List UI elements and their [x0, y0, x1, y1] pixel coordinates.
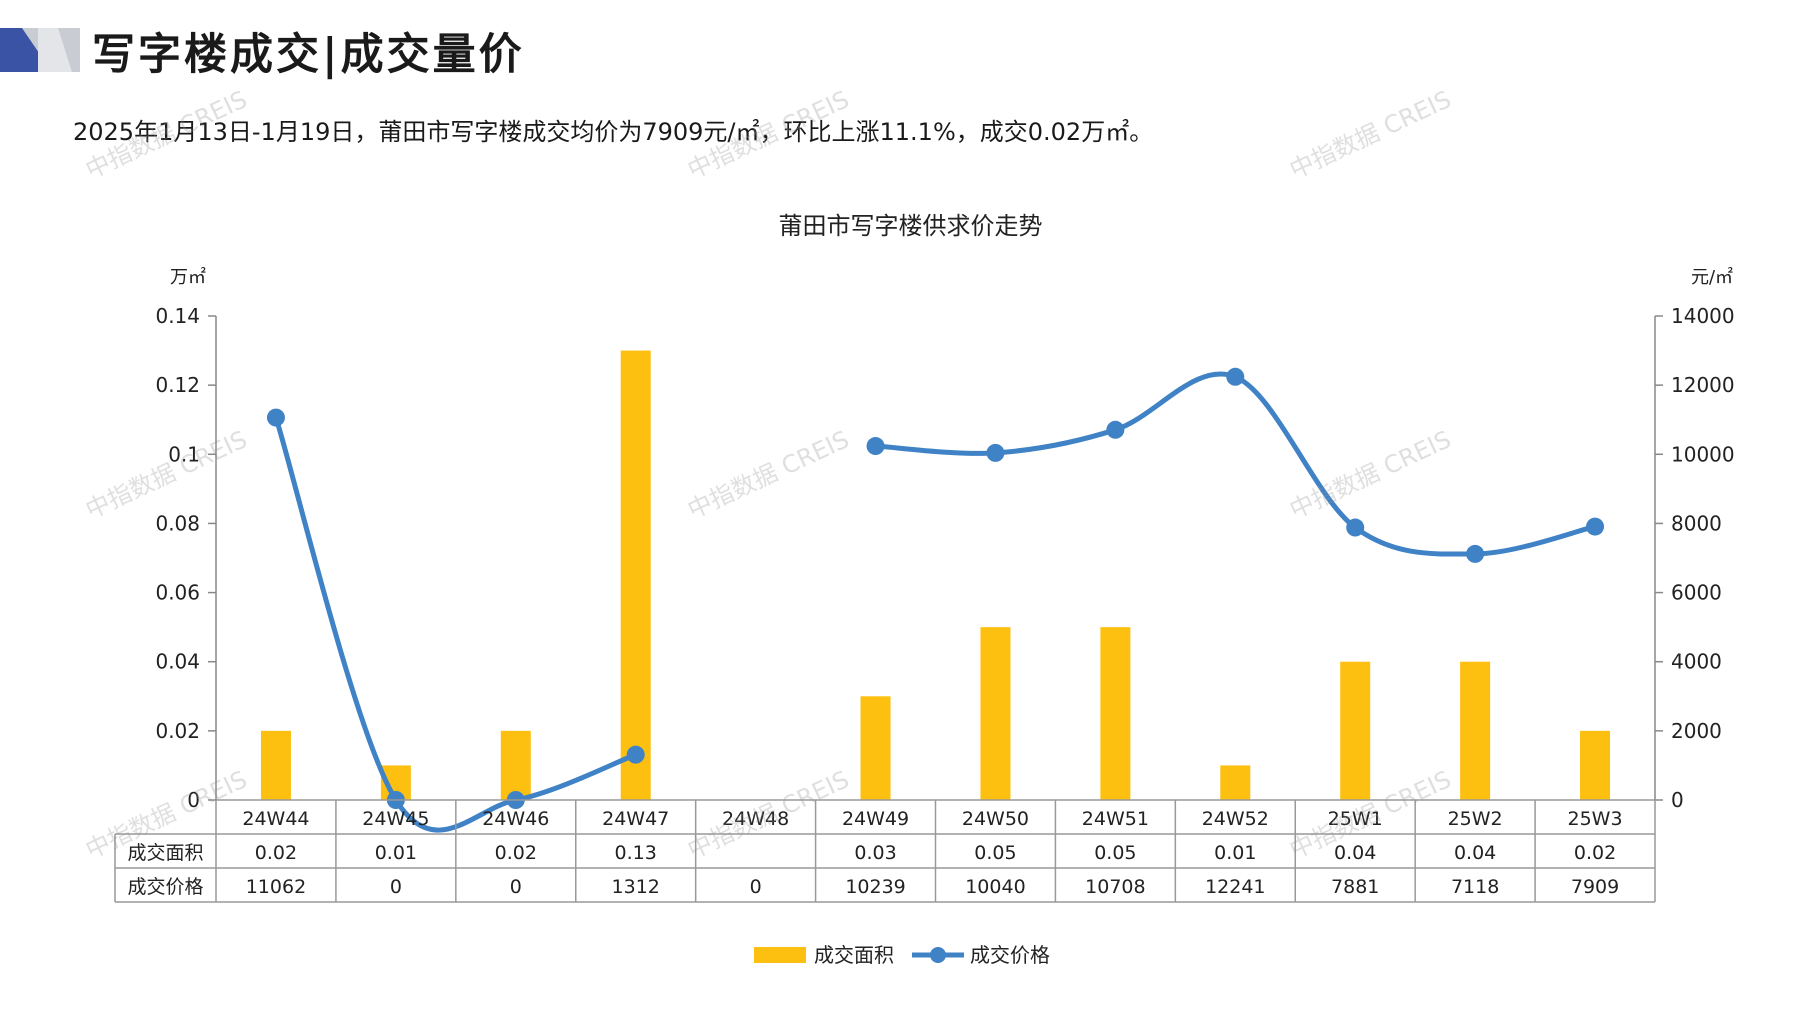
- price-value: 7881: [1331, 876, 1379, 898]
- area-value: 0.02: [255, 842, 297, 864]
- bar: [1220, 765, 1251, 800]
- bar: [1100, 627, 1131, 800]
- category-label: 24W50: [962, 808, 1029, 830]
- right-tick-label: 4000: [1671, 650, 1722, 674]
- price-point: [1346, 518, 1365, 537]
- right-tick-label: 10000: [1671, 442, 1735, 466]
- left-tick-label: 0.08: [155, 511, 200, 535]
- bar: [1580, 730, 1611, 800]
- corner-logo: [0, 28, 80, 72]
- left-tick-label: 0.1: [168, 442, 200, 466]
- category-label: 24W45: [362, 808, 429, 830]
- category-label: 25W1: [1328, 808, 1383, 830]
- price-value: 11062: [246, 876, 306, 898]
- price-value: 10708: [1085, 876, 1145, 898]
- bar: [500, 730, 531, 800]
- bar: [1340, 661, 1371, 800]
- category-label: 24W48: [722, 808, 789, 830]
- price-value: 7118: [1451, 876, 1499, 898]
- area-value: 0.04: [1334, 842, 1376, 864]
- area-value: 0.05: [1094, 842, 1136, 864]
- bar: [620, 350, 651, 800]
- area-value: 0.01: [1214, 842, 1256, 864]
- category-label: 25W3: [1568, 808, 1623, 830]
- price-point: [1586, 517, 1605, 536]
- price-value: 10239: [845, 876, 905, 898]
- price-point: [1466, 544, 1485, 563]
- category-label: 24W44: [242, 808, 309, 830]
- bar: [980, 627, 1011, 800]
- price-value: 7909: [1571, 876, 1619, 898]
- legend-swatch-area: [754, 947, 806, 963]
- area-value: 0.03: [854, 842, 896, 864]
- left-tick-label: 0.06: [155, 581, 200, 605]
- right-tick-label: 14000: [1671, 304, 1735, 328]
- right-tick-label: 6000: [1671, 581, 1722, 605]
- bar: [860, 696, 891, 800]
- row-header-area: 成交面积: [127, 842, 203, 864]
- summary-text: 2025年1月13日-1月19日，莆田市写字楼成交均价为7909元/㎡，环比上涨…: [73, 118, 1154, 146]
- category-label: 25W2: [1448, 808, 1503, 830]
- category-label: 24W47: [602, 808, 669, 830]
- area-value: 0.01: [375, 842, 417, 864]
- price-point: [266, 408, 285, 427]
- right-tick-label: 12000: [1671, 373, 1735, 397]
- legend-label-area: 成交面积: [814, 943, 894, 967]
- left-tick-label: 0.14: [155, 304, 200, 328]
- area-value: 0.04: [1454, 842, 1496, 864]
- left-tick-label: 0: [187, 788, 200, 812]
- legend-swatch-price-dot: [930, 947, 946, 963]
- price-point: [626, 745, 645, 764]
- price-value: 0: [390, 876, 402, 898]
- price-value: 0: [750, 876, 762, 898]
- chart-title: 莆田市写字楼供求价走势: [779, 212, 1043, 240]
- left-tick-label: 0.12: [155, 373, 200, 397]
- right-tick-label: 8000: [1671, 511, 1722, 535]
- area-value: 0.13: [615, 842, 657, 864]
- price-point: [1226, 367, 1245, 386]
- category-label: 24W51: [1082, 808, 1149, 830]
- legend-label-price: 成交价格: [970, 943, 1050, 967]
- price-line: [273, 416, 637, 833]
- price-value: 10040: [965, 876, 1025, 898]
- right-tick-label: 2000: [1671, 719, 1722, 743]
- bar: [1460, 661, 1491, 800]
- area-value: 0.02: [1574, 842, 1616, 864]
- left-axis-unit: 万㎡: [170, 266, 206, 288]
- area-value: 0.05: [974, 842, 1016, 864]
- right-tick-label: 0: [1671, 788, 1684, 812]
- left-tick-label: 0.04: [155, 650, 200, 674]
- bar: [260, 730, 291, 800]
- category-label: 24W46: [482, 808, 549, 830]
- price-point: [1106, 420, 1125, 439]
- price-point: [866, 437, 885, 456]
- price-value: 1312: [612, 876, 660, 898]
- price-value: 0: [510, 876, 522, 898]
- area-value: 0.02: [495, 842, 537, 864]
- page-title: 写字楼成交|成交量价: [92, 30, 525, 80]
- row-header-price: 成交价格: [127, 876, 203, 898]
- right-axis-unit: 元/㎡: [1691, 266, 1733, 288]
- price-line: [875, 371, 1596, 557]
- category-label: 24W52: [1202, 808, 1269, 830]
- price-point: [986, 443, 1005, 462]
- price-value: 12241: [1205, 876, 1265, 898]
- left-tick-label: 0.02: [155, 719, 200, 743]
- category-label: 24W49: [842, 808, 909, 830]
